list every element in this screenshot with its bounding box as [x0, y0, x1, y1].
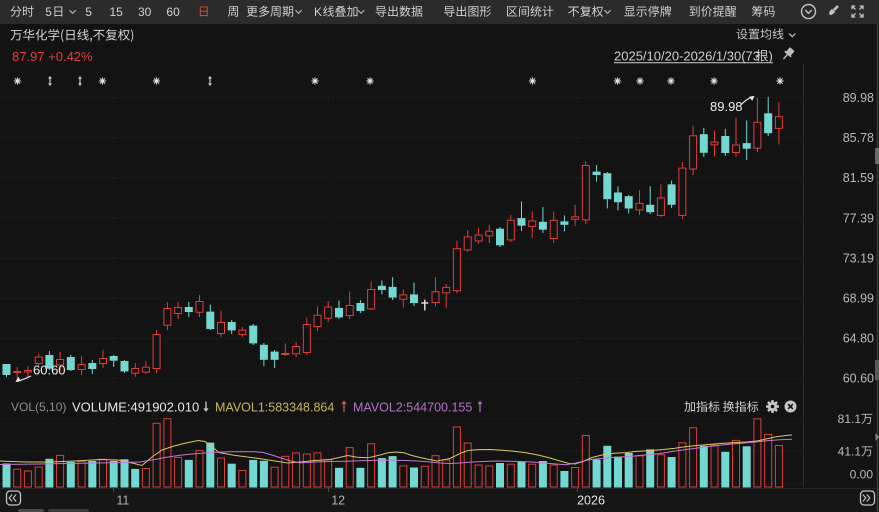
svg-text:64.80: 64.80 — [843, 332, 874, 346]
svg-text:60: 60 — [166, 5, 180, 19]
svg-text:MAVOL1:583348.864: MAVOL1:583348.864 — [215, 401, 334, 415]
svg-text:73.19: 73.19 — [843, 251, 874, 265]
svg-text:85.78: 85.78 — [843, 131, 874, 145]
svg-text:77.39: 77.39 — [843, 211, 874, 225]
svg-text:2025/10/20-2026/1/30(73: 2025/10/20-2026/1/30(73 — [614, 49, 760, 64]
svg-text:15: 15 — [110, 5, 124, 19]
svg-text:30: 30 — [138, 5, 152, 19]
svg-text:): ) — [769, 49, 773, 64]
svg-text:2026: 2026 — [577, 494, 605, 508]
svg-text:41.1: 41.1 — [838, 445, 862, 459]
svg-text:87.97 +0.42%: 87.97 +0.42% — [12, 49, 93, 64]
svg-text:89.98: 89.98 — [710, 99, 743, 114]
svg-text:5: 5 — [45, 5, 52, 19]
svg-text:VOLUME:491902.010: VOLUME:491902.010 — [72, 400, 199, 415]
svg-text:81.59: 81.59 — [843, 171, 874, 185]
svg-text:K: K — [314, 5, 322, 19]
svg-text:12: 12 — [331, 494, 345, 508]
svg-text:5: 5 — [85, 5, 92, 19]
svg-text:81.1: 81.1 — [838, 412, 862, 426]
svg-text:60.60: 60.60 — [843, 372, 874, 386]
svg-text:0.00: 0.00 — [850, 468, 874, 482]
svg-text:60.60: 60.60 — [33, 363, 66, 378]
svg-text:VOL(5,10): VOL(5,10) — [11, 400, 66, 414]
svg-text:MAVOL2:544700.155: MAVOL2:544700.155 — [353, 401, 472, 415]
svg-text:11: 11 — [116, 494, 129, 508]
svg-text:68.99: 68.99 — [843, 292, 874, 306]
svg-text:89.98: 89.98 — [843, 91, 874, 105]
